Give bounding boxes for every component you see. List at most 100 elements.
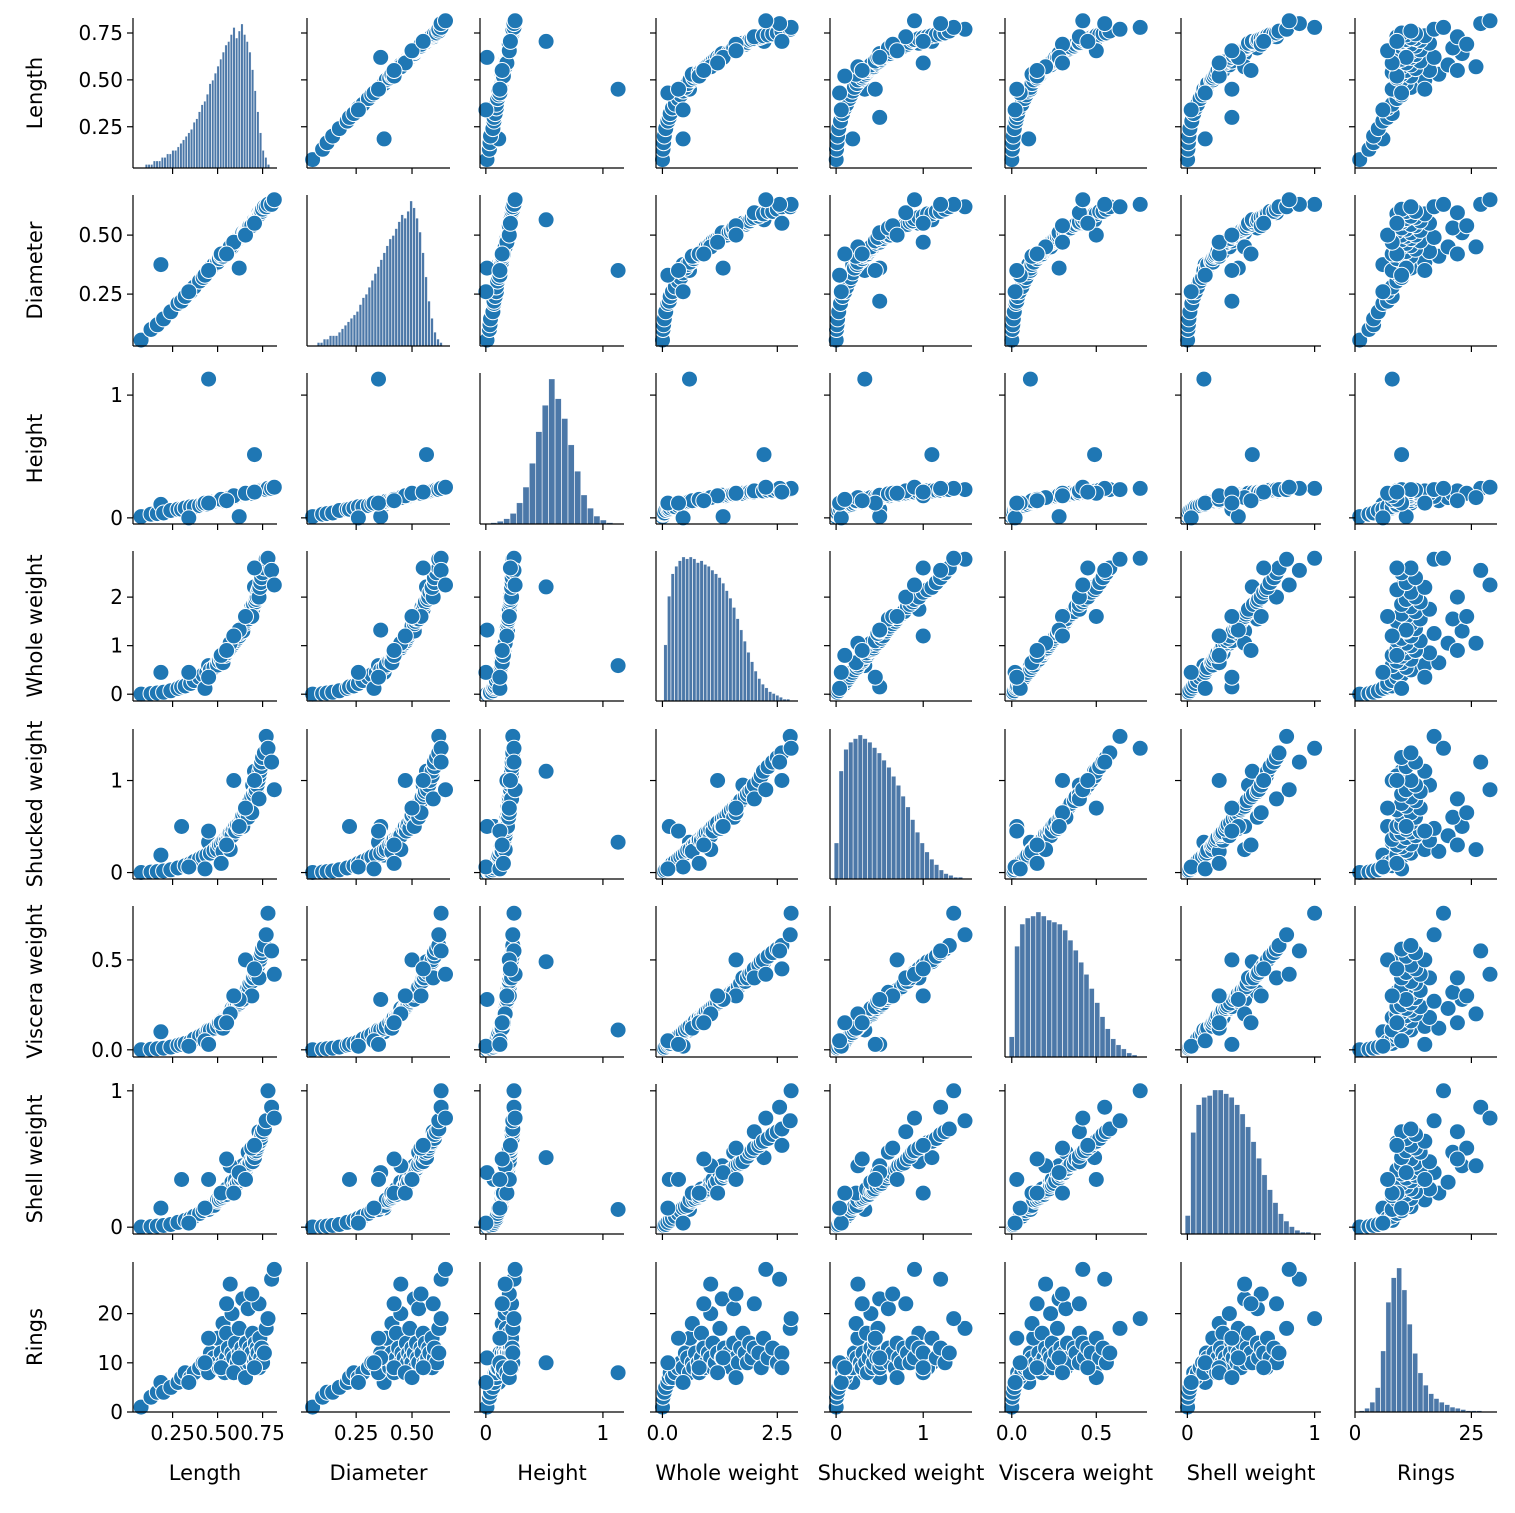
scatter-point — [1467, 1157, 1485, 1175]
histogram-bar — [421, 252, 425, 347]
scatter-point — [1444, 983, 1462, 1001]
histogram-bar — [230, 34, 233, 169]
scatter-point — [437, 12, 454, 30]
scatter-point — [1050, 1349, 1068, 1367]
scatter-point — [932, 561, 950, 579]
scatter-point — [349, 1037, 367, 1055]
scatter-point — [1008, 1171, 1026, 1188]
scatter-point — [1223, 292, 1241, 310]
scatter-point — [836, 245, 854, 263]
scatter-point — [1008, 1329, 1026, 1347]
scatter-point — [1448, 62, 1466, 79]
scatter-point — [853, 1150, 871, 1168]
scatter-point — [493, 62, 511, 79]
scatter-point — [1021, 370, 1039, 388]
scatter-point — [1028, 62, 1046, 79]
scatter-point — [493, 245, 511, 263]
histogram-bar — [746, 652, 751, 702]
scatter-point — [771, 753, 789, 771]
panel-whole-weight-vs-length: 012 — [110, 549, 283, 707]
scatter-point — [897, 1123, 915, 1141]
scatter-point — [218, 492, 236, 510]
scatter-point — [932, 1098, 950, 1116]
scatter-point — [1111, 727, 1129, 745]
scatter-point — [478, 991, 496, 1008]
scatter-point — [1393, 266, 1411, 284]
scatter-point — [1096, 15, 1114, 33]
histogram-bar — [251, 69, 254, 169]
scatter-point — [1379, 1171, 1397, 1188]
scatter-point — [414, 960, 432, 978]
scatter-point — [265, 576, 283, 594]
histogram-bar — [877, 752, 882, 880]
scatter-point — [537, 32, 555, 50]
scatter-point — [230, 508, 248, 526]
scatter-point — [1472, 753, 1490, 771]
scatter-point — [1374, 858, 1392, 876]
histogram-bar — [1094, 1002, 1100, 1058]
histogram-bar — [739, 629, 743, 702]
scatter-point — [1196, 266, 1214, 284]
scatter-point — [259, 1082, 277, 1100]
histogram-bar — [843, 749, 849, 880]
scatter-point — [945, 904, 963, 922]
scatter-point — [670, 262, 687, 279]
scatter-point — [1223, 108, 1241, 126]
scatter-point — [714, 818, 732, 835]
scatter-point — [773, 1136, 791, 1154]
histogram-bar — [427, 300, 431, 347]
y-tick-label: 1 — [110, 769, 123, 793]
histogram-bar — [232, 27, 236, 169]
histogram-bar — [775, 695, 780, 702]
scatter-point — [180, 283, 198, 301]
scatter-point — [1223, 668, 1241, 686]
histogram-bar — [256, 111, 260, 169]
histogram-bar — [1239, 1113, 1246, 1235]
scatter-point — [1481, 12, 1499, 30]
scatter-point — [200, 1171, 218, 1188]
scatter-point — [836, 646, 854, 664]
scatter-point — [1435, 549, 1452, 567]
scatter-point — [200, 494, 218, 512]
scatter-point — [1008, 262, 1026, 279]
scatter-point — [432, 1310, 450, 1328]
scatter-point — [173, 1171, 191, 1188]
scatter-point — [1444, 219, 1462, 237]
scatter-point — [1054, 1364, 1071, 1382]
scatter-point — [1252, 987, 1270, 1005]
histogram-bar — [364, 294, 368, 347]
histogram-bar — [848, 742, 854, 880]
scatter-point — [888, 42, 906, 60]
scatter-point — [341, 818, 358, 835]
scatter-point — [392, 1275, 410, 1293]
scatter-point — [932, 195, 950, 213]
scatter-point — [945, 1082, 963, 1100]
scatter-point — [1242, 642, 1260, 659]
scatter-point — [1481, 191, 1499, 209]
scatter-point — [757, 12, 775, 30]
scatter-point — [432, 561, 450, 579]
scatter-point — [782, 904, 800, 922]
scatter-point — [1435, 195, 1452, 213]
scatter-point — [385, 854, 403, 872]
histogram-bar — [1014, 946, 1020, 1058]
scatter-point — [349, 101, 367, 119]
histogram-bar — [703, 564, 707, 702]
scatter-point — [1448, 836, 1466, 854]
scatter-point — [888, 226, 906, 244]
histogram-bar — [699, 560, 704, 702]
scatter-point — [152, 846, 170, 864]
y-tick-label: 1 — [110, 383, 123, 407]
panel-viscera-weight-vs-viscera-weight — [1004, 906, 1147, 1063]
scatter-point — [501, 214, 519, 232]
scatter-point — [681, 370, 698, 388]
scatter-point — [506, 12, 524, 30]
histogram-bar — [403, 218, 407, 347]
scatter-point — [1111, 481, 1129, 499]
scatter-point — [1087, 799, 1105, 817]
scatter-point — [1416, 822, 1434, 840]
scatter-point — [1425, 1112, 1443, 1130]
scatter-point — [1388, 214, 1406, 232]
scatter-point — [1223, 608, 1241, 625]
scatter-point — [237, 1171, 254, 1188]
